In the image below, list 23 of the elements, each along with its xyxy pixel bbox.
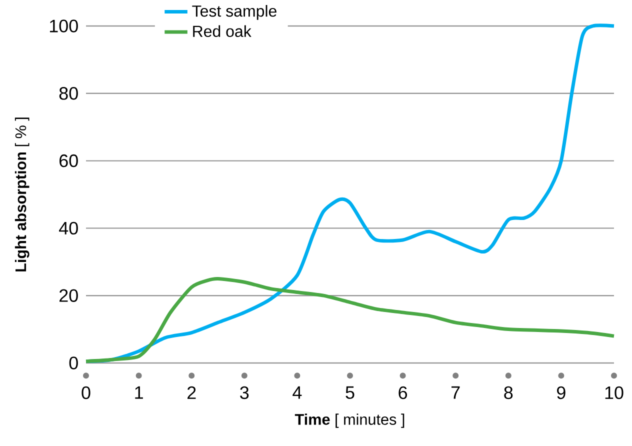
x-tick-label: 0 xyxy=(82,386,90,400)
x-axis-title: Time [ minutes ] xyxy=(294,414,404,428)
x-tick-label: 6 xyxy=(398,386,408,400)
x-tick-label: 10 xyxy=(605,386,624,400)
y-tick-label: 40 xyxy=(59,222,78,235)
y-tick-label: 80 xyxy=(59,87,78,100)
line-series xyxy=(84,24,616,364)
x-tick-label: 3 xyxy=(240,386,249,400)
x-tick-label: 4 xyxy=(292,386,302,399)
x-tick-label: 5 xyxy=(346,386,354,399)
x-tick-label: 8 xyxy=(504,386,513,400)
x-tick-label: 9 xyxy=(557,386,566,400)
x-tick-label: 2 xyxy=(187,386,196,399)
x-tick-label: 7 xyxy=(452,386,460,399)
legend-label: Test sample xyxy=(192,5,276,20)
y-tick-label: 20 xyxy=(60,289,78,302)
line-series xyxy=(84,276,616,364)
x-tick-label: 1 xyxy=(135,386,143,399)
y-axis-title: Light absorption [ % ] xyxy=(14,118,30,272)
legend-label: Red oak xyxy=(193,25,252,37)
y-tick-label: 60 xyxy=(60,154,78,168)
y-tick-label: 0 xyxy=(69,356,78,370)
y-tick-label: 100 xyxy=(50,20,78,32)
